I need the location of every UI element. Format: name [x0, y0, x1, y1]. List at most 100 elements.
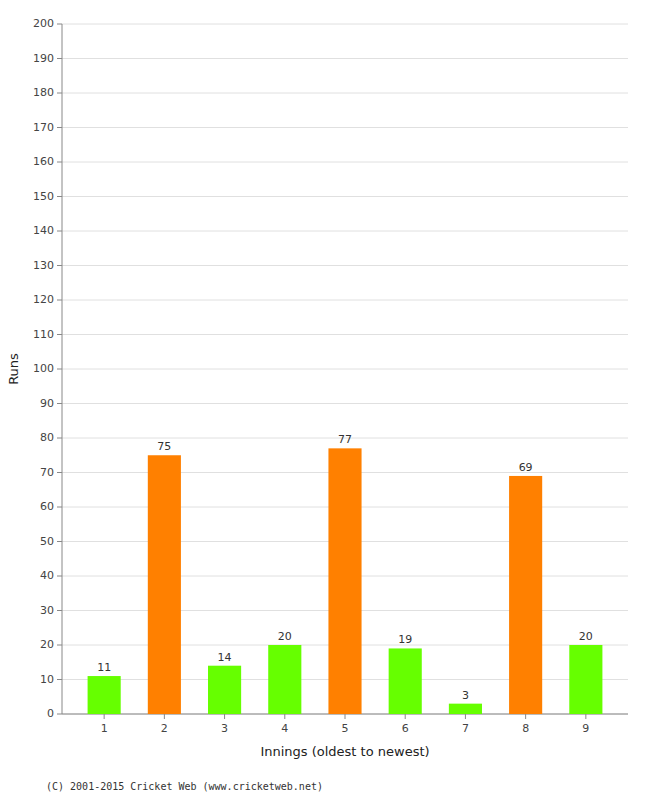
grid-line — [62, 127, 628, 128]
axes: 0102030405060708090100110120130140150160… — [33, 17, 628, 735]
grid-line — [62, 93, 628, 94]
y-tick — [57, 265, 62, 266]
chart-container: 0102030405060708090100110120130140150160… — [0, 0, 650, 800]
bar — [88, 676, 121, 714]
x-tick-label: 1 — [101, 722, 108, 735]
data-label: 14 — [218, 651, 232, 664]
x-axis-title: Innings (oldest to newest) — [260, 744, 429, 759]
x-tick-label: 9 — [582, 722, 589, 735]
data-label: 75 — [157, 440, 171, 453]
y-tick — [57, 576, 62, 577]
y-tick-label: 140 — [33, 224, 54, 237]
x-tick-label: 7 — [462, 722, 469, 735]
y-tick — [57, 300, 62, 301]
y-tick-label: 190 — [33, 52, 54, 65]
y-tick-label: 100 — [33, 362, 54, 375]
bars — [88, 448, 603, 714]
y-axis-line — [62, 24, 63, 714]
chart: 0102030405060708090100110120130140150160… — [0, 0, 650, 800]
x-tick — [164, 714, 165, 719]
data-label: 20 — [579, 630, 593, 643]
grid-line — [62, 196, 628, 197]
y-tick-label: 60 — [40, 500, 54, 513]
grid — [62, 24, 628, 714]
y-axis-title: Runs — [6, 353, 21, 385]
data-label: 3 — [462, 689, 469, 702]
grid-line — [62, 162, 628, 163]
y-tick-label: 110 — [33, 328, 54, 341]
y-tick — [57, 369, 62, 370]
y-tick-label: 80 — [40, 431, 54, 444]
y-tick — [57, 472, 62, 473]
grid-line — [62, 58, 628, 59]
y-tick-label: 40 — [40, 569, 54, 582]
bar — [208, 666, 241, 714]
y-tick-label: 130 — [33, 259, 54, 272]
x-tick — [224, 714, 225, 719]
bar — [569, 645, 602, 714]
data-labels: 11 75 14 20 77 19 3 69 20 — [97, 433, 593, 701]
data-label: 19 — [398, 633, 412, 646]
x-tick — [284, 714, 285, 719]
y-tick-label: 20 — [40, 638, 54, 651]
y-tick — [57, 541, 62, 542]
x-tick — [405, 714, 406, 719]
x-tick-label: 8 — [522, 722, 529, 735]
bar — [328, 448, 361, 714]
x-tick — [465, 714, 466, 719]
x-tick — [585, 714, 586, 719]
y-tick — [57, 334, 62, 335]
x-tick-label: 6 — [402, 722, 409, 735]
y-tick-label: 10 — [40, 673, 54, 686]
bar — [148, 455, 181, 714]
x-tick-label: 4 — [281, 722, 288, 735]
x-tick — [525, 714, 526, 719]
y-tick — [57, 24, 62, 25]
y-tick — [57, 403, 62, 404]
y-tick — [57, 645, 62, 646]
bar — [449, 704, 482, 714]
y-tick-label: 170 — [33, 121, 54, 134]
grid-line — [62, 265, 628, 266]
x-tick — [345, 714, 346, 719]
grid-line — [62, 403, 628, 404]
grid-line — [62, 24, 628, 25]
y-tick-label: 200 — [33, 17, 54, 30]
y-tick — [57, 507, 62, 508]
y-tick-label: 0 — [47, 707, 54, 720]
y-tick-label: 30 — [40, 604, 54, 617]
y-tick — [57, 679, 62, 680]
x-tick — [104, 714, 105, 719]
y-tick — [57, 196, 62, 197]
grid-line — [62, 334, 628, 335]
y-tick-label: 150 — [33, 190, 54, 203]
y-tick — [57, 438, 62, 439]
x-tick-label: 2 — [161, 722, 168, 735]
bar — [389, 648, 422, 714]
y-tick — [57, 610, 62, 611]
y-tick-label: 70 — [40, 466, 54, 479]
data-label: 77 — [338, 433, 352, 446]
y-tick — [57, 714, 62, 715]
x-tick-label: 3 — [221, 722, 228, 735]
y-tick-label: 90 — [40, 397, 54, 410]
y-tick — [57, 127, 62, 128]
data-label: 20 — [278, 630, 292, 643]
y-tick — [57, 162, 62, 163]
y-tick — [57, 93, 62, 94]
y-tick — [57, 58, 62, 59]
y-tick — [57, 231, 62, 232]
y-tick-label: 160 — [33, 155, 54, 168]
data-label: 69 — [519, 461, 533, 474]
grid-line — [62, 231, 628, 232]
footer: (C) 2001-2015 Cricket Web (www.cricketwe… — [46, 781, 323, 792]
page: {"chart_data": {"type": "bar", "xlabel":… — [0, 0, 650, 800]
bar — [509, 476, 542, 714]
grid-line — [62, 300, 628, 301]
x-tick-label: 5 — [342, 722, 349, 735]
y-tick-label: 120 — [33, 293, 54, 306]
data-label: 11 — [97, 661, 111, 674]
bar — [268, 645, 301, 714]
grid-line — [62, 369, 628, 370]
y-tick-label: 50 — [40, 535, 54, 548]
